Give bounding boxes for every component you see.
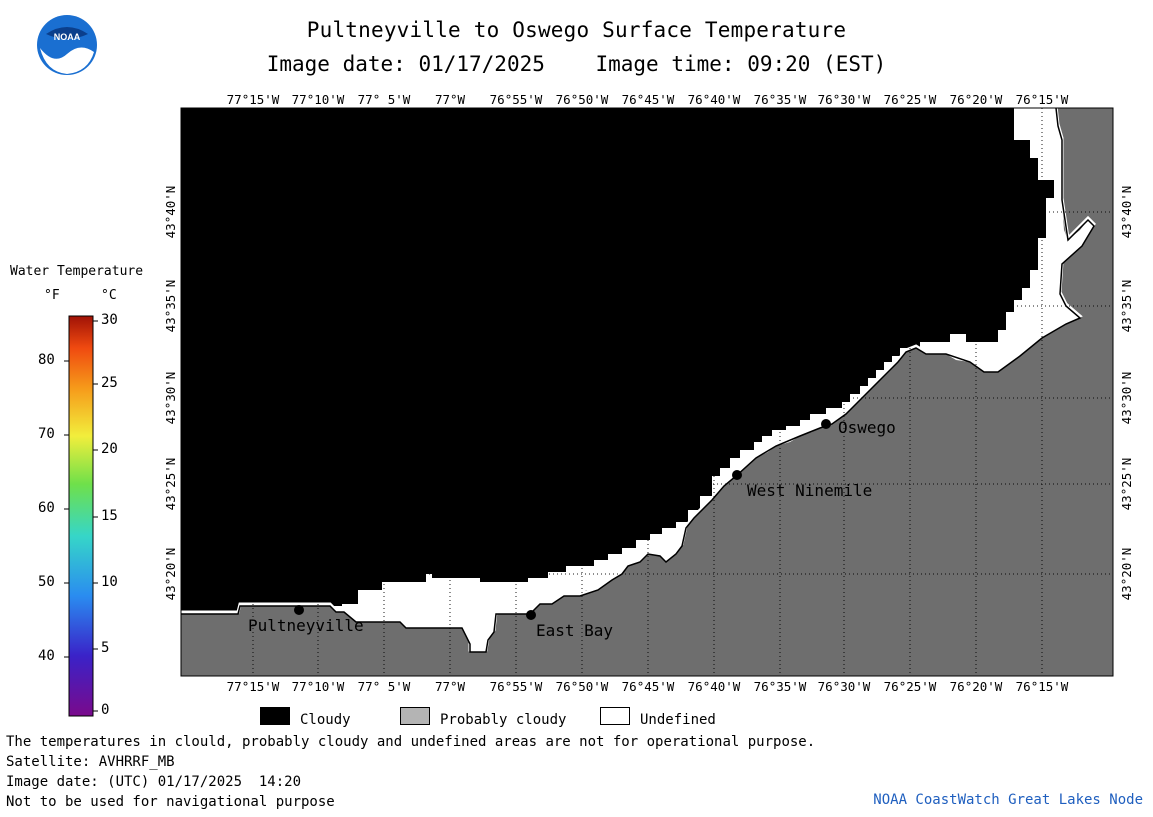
place-marker — [821, 419, 831, 429]
navigation-warning: Not to be used for navigational purpose — [6, 794, 335, 810]
longitude-label: 76°45'W — [622, 92, 675, 107]
date-label: Image date: — [266, 52, 406, 76]
place-label: West Ninemile — [747, 481, 872, 500]
cloudy-area — [181, 108, 1054, 612]
legend-title: Water Temperature — [10, 264, 144, 279]
disclaimer: The temperatures in clould, probably clo… — [6, 734, 816, 750]
longitude-label: 76°45'W — [622, 679, 675, 694]
key-label-undefined: Undefined — [640, 712, 716, 728]
land-area — [181, 108, 1113, 676]
map-frame — [180, 107, 1114, 677]
c-tick-15: 15 — [101, 508, 118, 524]
f-tick-40: 40 — [38, 648, 55, 664]
latitude-label: 43°40'N — [1119, 186, 1134, 239]
place-label: Oswego — [838, 418, 896, 437]
logo-text: NOAA — [54, 32, 81, 42]
longitude-label: 76°25'W — [884, 679, 937, 694]
place-west-ninemile: West Ninemile — [732, 470, 872, 500]
f-tick-80: 80 — [38, 352, 55, 368]
image-datetime: Image date: 01/17/2025 Image time: 09:20… — [0, 52, 1153, 76]
key-label-probably-cloudy: Probably cloudy — [440, 712, 567, 728]
longitude-label: 76°30'W — [818, 92, 871, 107]
longitude-label: 76°20'W — [950, 679, 1003, 694]
unit-fahrenheit: °F — [44, 288, 60, 303]
page-title: Pultneyville to Oswego Surface Temperatu… — [306, 18, 847, 42]
image-date: 01/17/2025 — [418, 52, 545, 76]
c-tick-5: 5 — [101, 640, 110, 656]
longitude-label: 76°35'W — [754, 92, 807, 107]
longitude-label: 76°55'W — [490, 679, 543, 694]
place-label: Pultneyville — [248, 616, 364, 635]
longitude-label: 77°15'W — [227, 679, 280, 694]
place-marker — [732, 470, 742, 480]
longitude-label: 76°35'W — [754, 679, 807, 694]
c-tick-0: 0 — [101, 702, 110, 718]
place-pultneyville: Pultneyville — [248, 605, 364, 635]
longitude-label: 77°W — [435, 679, 466, 694]
c-tick-30: 30 — [101, 312, 118, 328]
f-tick-70: 70 — [38, 426, 55, 442]
f-tick-50: 50 — [38, 574, 55, 590]
key-swatch-probably-cloudy — [400, 707, 430, 725]
longitude-label: 76°20'W — [950, 92, 1003, 107]
time-label: Image time: — [595, 52, 735, 76]
longitude-label: 76°40'W — [688, 92, 741, 107]
latitude-label: 43°25'N — [1119, 458, 1134, 511]
latitude-label: 43°30'N — [1119, 372, 1134, 425]
temperature-colorbar — [68, 315, 94, 717]
colorbar-ticks — [64, 320, 98, 712]
key-swatch-undefined — [600, 707, 630, 725]
key-swatch-cloudy — [260, 707, 290, 725]
satellite-info: Satellite: AVHRRF_MB — [6, 754, 175, 770]
longitude-label: 76°30'W — [818, 679, 871, 694]
latitude-label: 43°20'N — [163, 548, 178, 601]
key-label-cloudy: Cloudy — [300, 712, 351, 728]
credit: NOAA CoastWatch Great Lakes Node — [873, 792, 1143, 808]
longitude-label: 76°40'W — [688, 679, 741, 694]
longitude-label: 76°50'W — [556, 679, 609, 694]
place-marker — [526, 610, 536, 620]
latitude-label: 43°35'N — [1119, 280, 1134, 333]
map-grid — [181, 108, 1113, 676]
longitude-label: 77° 5'W — [358, 92, 411, 107]
longitude-label: 77°15'W — [227, 92, 280, 107]
latitude-label: 43°30'N — [163, 372, 178, 425]
longitude-label: 76°15'W — [1016, 92, 1069, 107]
longitude-label: 76°25'W — [884, 92, 937, 107]
longitude-label: 77°10'W — [292, 92, 345, 107]
noaa-logo: NOAA — [37, 15, 97, 75]
longitude-label: 77° 5'W — [358, 679, 411, 694]
image-time: 09:20 (EST) — [747, 52, 887, 76]
place-oswego: Oswego — [821, 418, 896, 437]
longitude-label: 76°50'W — [556, 92, 609, 107]
longitude-label: 77°10'W — [292, 679, 345, 694]
f-tick-60: 60 — [38, 500, 55, 516]
latitude-label: 43°35'N — [163, 280, 178, 333]
c-tick-10: 10 — [101, 574, 118, 590]
place-label: East Bay — [536, 621, 613, 640]
utc-date: Image date: (UTC) 01/17/2025 14:20 — [6, 774, 302, 790]
c-tick-25: 25 — [101, 375, 118, 391]
place-east-bay: East Bay — [526, 610, 613, 640]
longitude-label: 76°55'W — [490, 92, 543, 107]
unit-celsius: °C — [101, 288, 117, 303]
c-tick-20: 20 — [101, 441, 118, 457]
latitude-label: 43°40'N — [163, 186, 178, 239]
latitude-label: 43°20'N — [1119, 548, 1134, 601]
place-marker — [294, 605, 304, 615]
longitude-label: 77°W — [435, 92, 466, 107]
latitude-label: 43°25'N — [163, 458, 178, 511]
longitude-label: 76°15'W — [1016, 679, 1069, 694]
